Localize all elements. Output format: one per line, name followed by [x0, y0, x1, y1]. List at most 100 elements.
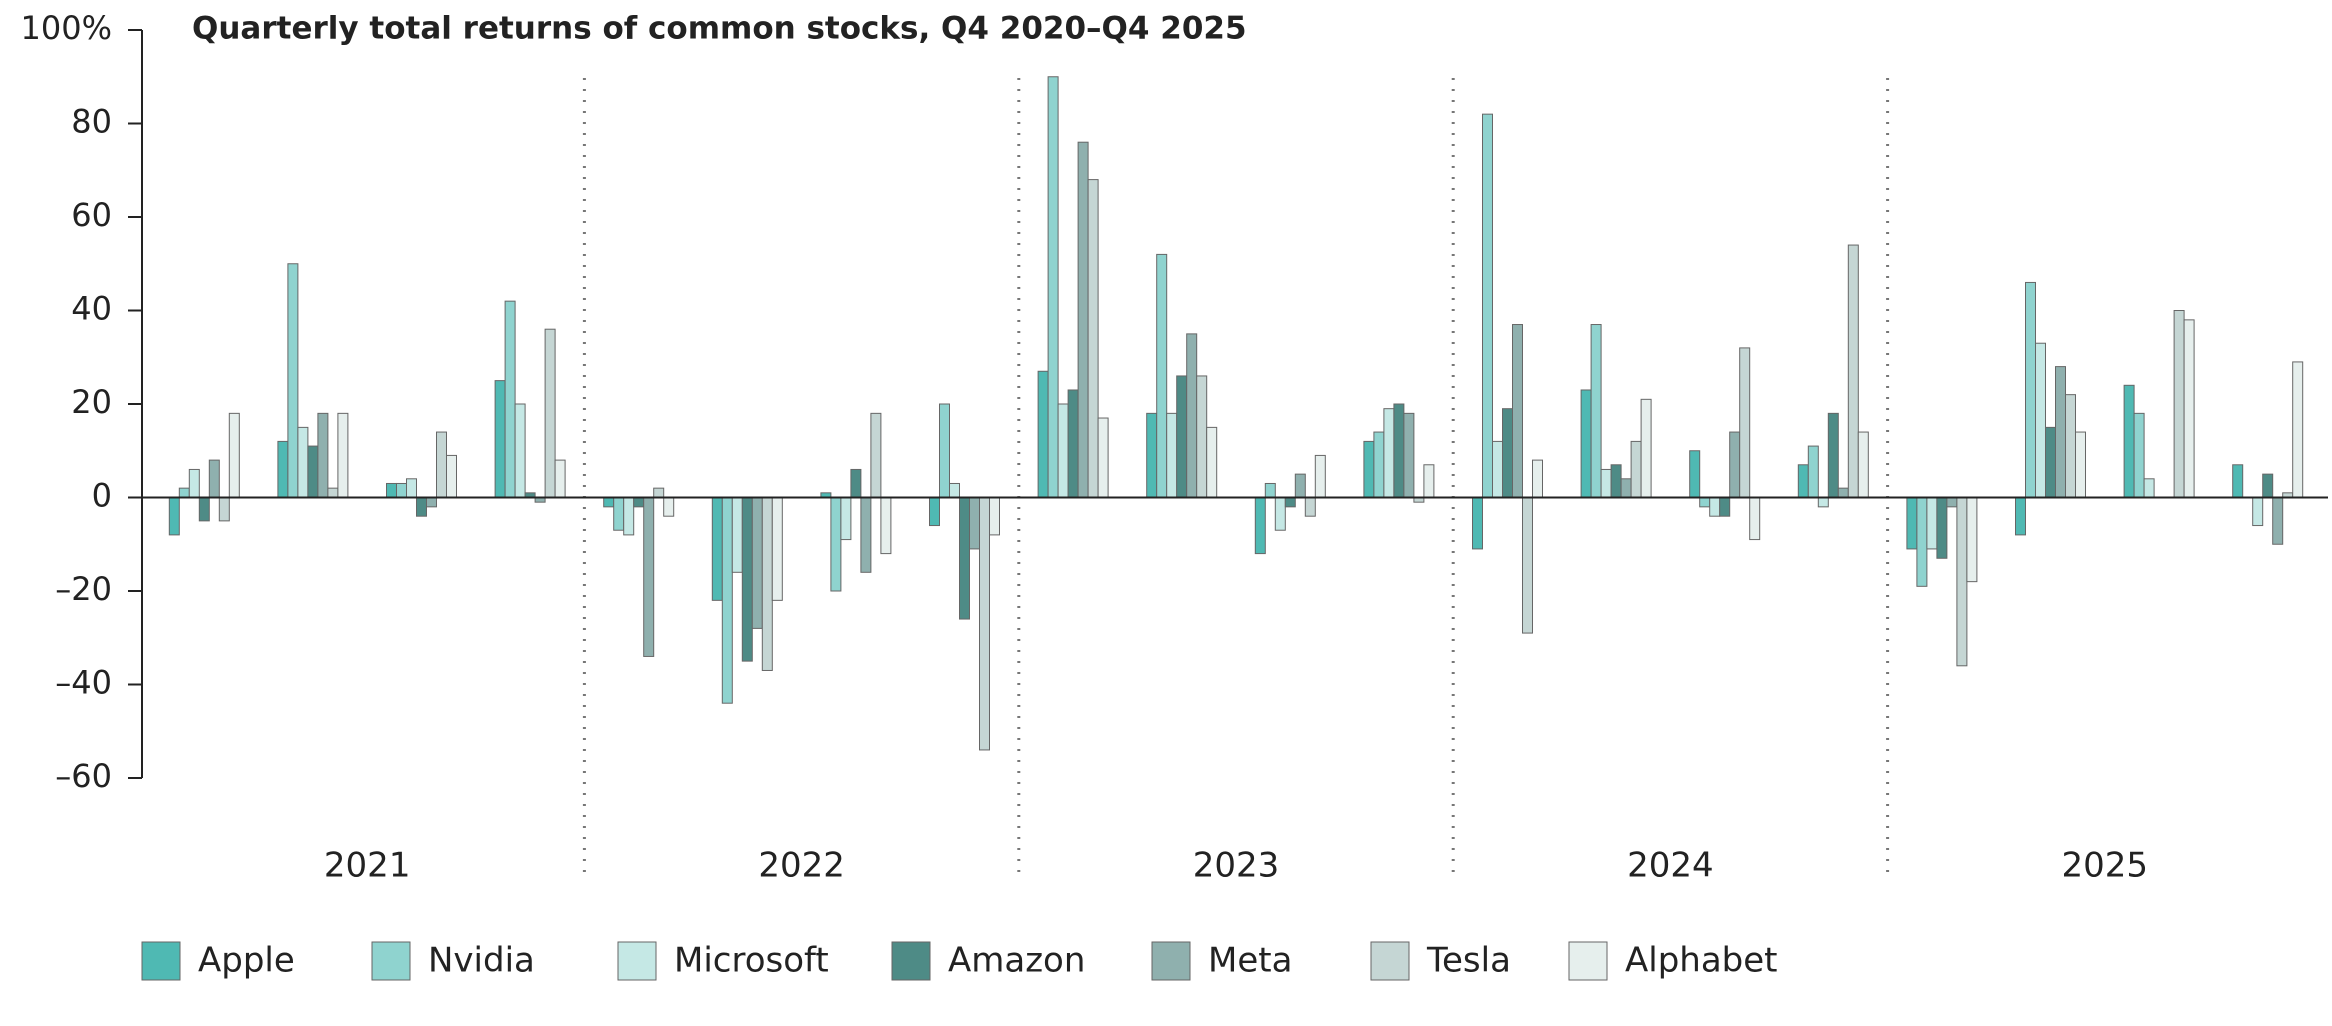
- legend-swatch: [371, 941, 411, 981]
- y-tick-label: –60: [55, 757, 112, 795]
- bar: [1936, 497, 1948, 559]
- bar: [1837, 487, 1849, 498]
- bar: [1719, 497, 1731, 517]
- bar: [2035, 342, 2046, 498]
- legend-label: Amazon: [948, 941, 1085, 981]
- bar: [494, 380, 506, 498]
- bar: [1087, 179, 1099, 498]
- bar: [1077, 141, 1089, 498]
- bar: [327, 487, 339, 498]
- bar: [1274, 497, 1286, 531]
- legend-label: Apple: [198, 941, 295, 981]
- bar: [711, 497, 723, 601]
- bar: [178, 487, 190, 498]
- bar: [307, 445, 319, 499]
- legend-label: Nvidia: [428, 941, 535, 981]
- y-tick-label: 80: [71, 103, 112, 141]
- bar: [1383, 408, 1395, 498]
- bar: [1502, 408, 1513, 498]
- bar: [1512, 324, 1523, 498]
- bar: [1047, 76, 1059, 498]
- bar: [1590, 324, 1602, 498]
- bar: [1284, 497, 1296, 508]
- bar: [406, 478, 417, 498]
- bar: [1393, 403, 1405, 498]
- bar: [643, 497, 655, 657]
- bar: [2292, 361, 2304, 498]
- bar: [228, 412, 240, 499]
- legend-label: Meta: [1208, 941, 1292, 981]
- bar: [2123, 384, 2135, 498]
- bar: [2183, 319, 2195, 498]
- bar: [1196, 375, 1208, 499]
- bar: [1946, 497, 1958, 508]
- legend-label: Tesla: [1426, 941, 1511, 981]
- bar: [880, 497, 892, 555]
- bar: [1423, 464, 1435, 498]
- bar: [2272, 497, 2284, 545]
- bar: [1156, 253, 1168, 498]
- bar: [426, 497, 437, 508]
- bar: [1610, 464, 1622, 498]
- year-label: 2021: [324, 846, 411, 886]
- bar: [554, 459, 566, 499]
- bar: [663, 497, 675, 517]
- bar: [1254, 497, 1266, 555]
- bar: [771, 497, 783, 601]
- bar: [939, 403, 950, 498]
- bar: [446, 454, 457, 498]
- bar: [1729, 431, 1741, 498]
- legend-swatch: [1370, 941, 1410, 981]
- bar: [1264, 482, 1276, 499]
- bar: [2133, 412, 2145, 499]
- bar: [653, 487, 665, 498]
- bar: [1146, 412, 1158, 499]
- bar: [436, 431, 447, 498]
- bar: [741, 497, 753, 662]
- bar: [1037, 370, 1049, 498]
- bar: [337, 412, 349, 499]
- bar: [603, 497, 615, 508]
- year-label: 2023: [1193, 846, 1280, 886]
- bar: [1817, 497, 1829, 508]
- bar: [959, 497, 970, 620]
- bar: [1600, 468, 1612, 499]
- bar: [1314, 454, 1326, 498]
- bar: [277, 440, 289, 498]
- bar: [1956, 497, 1968, 667]
- bar: [396, 482, 407, 499]
- bar: [1709, 497, 1721, 517]
- bar: [287, 263, 299, 498]
- bar: [198, 497, 210, 522]
- bar: [1166, 412, 1178, 499]
- bar: [2143, 478, 2155, 498]
- legend-swatch: [1568, 941, 1608, 981]
- bar: [1373, 431, 1385, 498]
- y-tick-label: 0: [92, 477, 112, 515]
- bar: [761, 497, 773, 671]
- bar: [297, 426, 309, 498]
- bar: [188, 468, 200, 499]
- bar: [1186, 333, 1198, 498]
- bar: [2075, 431, 2086, 498]
- bar: [1363, 440, 1375, 498]
- bar: [208, 459, 220, 499]
- bar: [1304, 497, 1316, 517]
- legend-swatch: [617, 941, 657, 981]
- bar: [721, 497, 733, 704]
- bar: [969, 497, 980, 550]
- bar: [633, 497, 645, 508]
- legend-swatch: [891, 941, 931, 981]
- legend-label: Microsoft: [674, 941, 829, 981]
- bar: [1522, 497, 1533, 634]
- bar: [949, 482, 960, 499]
- y-tick-label: 100%: [21, 9, 112, 47]
- bar: [623, 497, 635, 536]
- bar: [1492, 440, 1503, 498]
- bar: [1906, 497, 1918, 550]
- bar: [1966, 497, 1978, 583]
- bar: [1857, 431, 1869, 498]
- bar: [1739, 347, 1751, 498]
